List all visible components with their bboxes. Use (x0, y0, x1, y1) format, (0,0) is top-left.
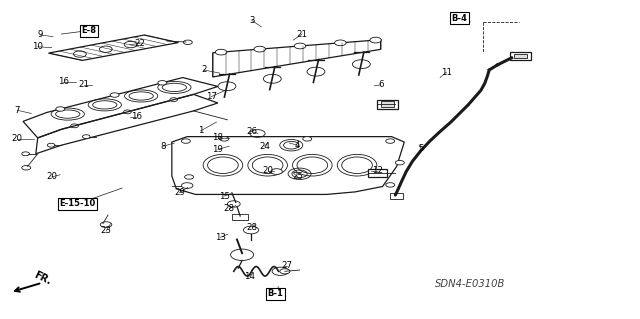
Circle shape (264, 74, 281, 83)
Text: 26: 26 (246, 127, 257, 136)
Text: 23: 23 (100, 226, 111, 235)
Text: 8: 8 (161, 142, 166, 151)
Circle shape (218, 82, 236, 91)
Bar (390, 193, 403, 199)
Circle shape (170, 98, 177, 101)
Bar (381, 101, 394, 107)
Circle shape (184, 175, 193, 179)
Text: 28: 28 (224, 204, 235, 213)
Circle shape (74, 51, 86, 57)
Bar (378, 100, 398, 109)
Text: 22: 22 (134, 39, 145, 48)
Text: 21: 21 (296, 30, 308, 39)
Circle shape (303, 137, 312, 141)
Text: 10: 10 (32, 42, 44, 51)
Text: 20: 20 (262, 166, 273, 175)
Bar (510, 52, 531, 60)
Text: 24: 24 (259, 142, 270, 151)
Text: 2: 2 (201, 65, 207, 74)
Text: 20: 20 (46, 173, 58, 182)
Circle shape (124, 41, 137, 48)
Circle shape (56, 107, 65, 111)
Circle shape (158, 81, 167, 85)
Text: E-15-10: E-15-10 (60, 199, 95, 208)
Text: 27: 27 (282, 261, 292, 271)
Circle shape (280, 269, 290, 274)
Text: E-8: E-8 (81, 26, 97, 35)
Text: 19: 19 (212, 145, 223, 154)
Text: 1: 1 (198, 126, 204, 135)
Text: 28: 28 (247, 223, 258, 232)
Text: 4: 4 (295, 141, 300, 150)
Circle shape (99, 46, 112, 52)
Circle shape (272, 267, 289, 275)
Text: 16: 16 (131, 112, 141, 121)
Text: 7: 7 (15, 106, 20, 115)
Circle shape (307, 67, 325, 76)
Circle shape (271, 169, 282, 174)
Text: 16: 16 (58, 77, 68, 86)
Text: 6: 6 (378, 80, 383, 89)
Circle shape (110, 93, 119, 97)
Circle shape (220, 137, 228, 141)
Text: 18: 18 (212, 133, 223, 142)
Circle shape (243, 226, 259, 234)
Circle shape (294, 43, 306, 49)
Circle shape (47, 143, 55, 147)
Circle shape (386, 183, 395, 187)
FancyArrowPatch shape (15, 284, 40, 292)
Circle shape (216, 49, 227, 55)
Bar (232, 214, 248, 220)
Text: 3: 3 (249, 16, 255, 25)
Text: 11: 11 (441, 68, 452, 77)
Bar (514, 54, 527, 58)
Circle shape (22, 166, 31, 170)
Circle shape (335, 40, 346, 46)
Circle shape (181, 139, 190, 143)
Circle shape (254, 46, 266, 52)
Circle shape (386, 139, 395, 143)
Text: 29: 29 (174, 188, 185, 197)
Circle shape (183, 40, 192, 45)
Text: 14: 14 (244, 272, 255, 281)
Text: 9: 9 (38, 31, 43, 40)
Circle shape (124, 110, 131, 114)
Circle shape (71, 124, 79, 128)
Text: 12: 12 (372, 166, 383, 175)
Text: 20: 20 (12, 134, 23, 143)
Bar (368, 169, 387, 177)
Circle shape (396, 160, 404, 165)
Text: 21: 21 (78, 80, 89, 89)
Circle shape (230, 249, 253, 261)
Text: 25: 25 (292, 173, 303, 182)
Text: B-4: B-4 (451, 14, 467, 23)
Text: 13: 13 (215, 233, 226, 242)
Text: 15: 15 (219, 191, 230, 201)
Text: SDN4-E0310B: SDN4-E0310B (435, 279, 505, 289)
Circle shape (353, 60, 371, 69)
Circle shape (181, 183, 193, 189)
Circle shape (227, 201, 240, 207)
Circle shape (100, 222, 112, 227)
Text: 5: 5 (418, 144, 424, 153)
Text: B-1: B-1 (268, 289, 284, 298)
Circle shape (83, 135, 90, 138)
Circle shape (22, 152, 29, 156)
Text: 17: 17 (206, 92, 217, 101)
Text: FR.: FR. (33, 270, 53, 287)
Circle shape (370, 37, 381, 43)
